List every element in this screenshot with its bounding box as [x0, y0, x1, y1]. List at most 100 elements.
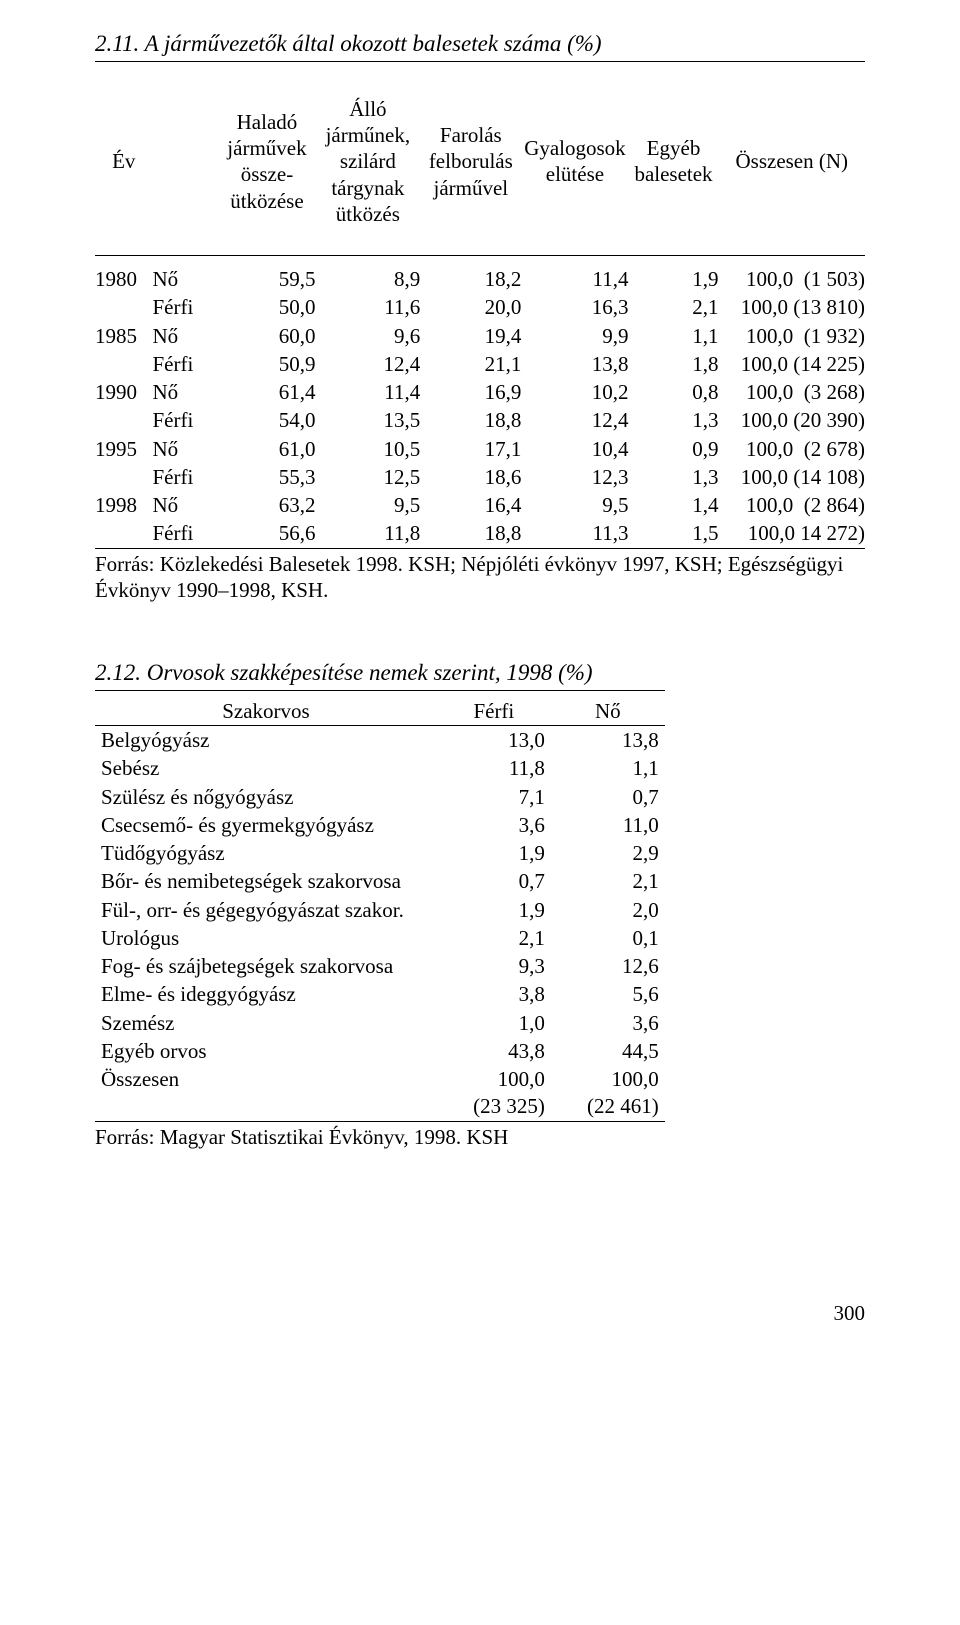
- cell: 1,3: [628, 406, 718, 434]
- cell: 18,6: [420, 463, 521, 491]
- cell: 9,9: [521, 322, 628, 350]
- cell: 1995: [95, 435, 152, 463]
- cell: 1985: [95, 322, 152, 350]
- cell: 100,0 14 272): [719, 519, 865, 548]
- cell: Férfi: [152, 293, 218, 321]
- t1-h-c4: Gyalogosok elütése: [521, 68, 628, 256]
- t1-h-year: Év: [95, 68, 152, 256]
- cell: 44,5: [551, 1037, 665, 1065]
- cell: 2,9: [551, 839, 665, 867]
- cell: [95, 519, 152, 548]
- cell: 11,4: [316, 378, 421, 406]
- cell: 11,8: [316, 519, 421, 548]
- cell: 100,0: [551, 1065, 665, 1093]
- cell: 1,9: [628, 256, 718, 294]
- cell: 1,4: [628, 491, 718, 519]
- cell: 1998: [95, 491, 152, 519]
- cell: 5,6: [551, 980, 665, 1008]
- cell: Nő: [152, 322, 218, 350]
- cell: 1,5: [628, 519, 718, 548]
- table2: Szakorvos Férfi Nő Belgyógyász13,013,8Se…: [95, 697, 665, 1122]
- cell: [95, 406, 152, 434]
- cell: 1,9: [437, 839, 551, 867]
- table-row: 1980Nő59,58,918,211,41,9100,0 (1 503): [95, 256, 865, 294]
- cell: 3,6: [437, 811, 551, 839]
- table-row: 1998Nő63,29,516,49,51,4100,0 (2 864): [95, 491, 865, 519]
- cell: Nő: [152, 491, 218, 519]
- t2-h-c0: Szakorvos: [95, 697, 437, 726]
- cell: 1,8: [628, 350, 718, 378]
- cell: Urológus: [95, 924, 437, 952]
- table-row: Férfi56,611,818,811,31,5100,0 14 272): [95, 519, 865, 548]
- cell: 59,5: [218, 256, 315, 294]
- cell: 13,8: [521, 350, 628, 378]
- cell: 12,4: [316, 350, 421, 378]
- cell: (23 325): [437, 1093, 551, 1121]
- t1-h-c2: Álló járműnek, szilárd tárgynak ütközés: [316, 68, 421, 256]
- table-row: Szülész és nőgyógyász7,10,7: [95, 783, 665, 811]
- cell: Nő: [152, 378, 218, 406]
- cell: 16,4: [420, 491, 521, 519]
- cell: 0,9: [628, 435, 718, 463]
- cell: [95, 293, 152, 321]
- cell: Bőr- és nemibetegségek szakorvosa: [95, 867, 437, 895]
- cell: 13,8: [551, 726, 665, 755]
- cell: 55,3: [218, 463, 315, 491]
- t2-h-c2: Nő: [551, 697, 665, 726]
- cell: 1990: [95, 378, 152, 406]
- cell: 1,1: [551, 754, 665, 782]
- cell: 12,5: [316, 463, 421, 491]
- cell: 18,2: [420, 256, 521, 294]
- cell: 17,1: [420, 435, 521, 463]
- t1-h-c5: Egyéb balesetek: [628, 68, 718, 256]
- cell: 1,0: [437, 1009, 551, 1037]
- cell: Egyéb orvos: [95, 1037, 437, 1065]
- cell: 11,4: [521, 256, 628, 294]
- table-row: Összesen100,0100,0: [95, 1065, 665, 1093]
- cell: Fül-, orr- és gégegyógyászat szakor.: [95, 896, 437, 924]
- cell: 10,2: [521, 378, 628, 406]
- t1-h-c1: Haladó járművek össze-ütközése: [218, 68, 315, 256]
- cell: 50,9: [218, 350, 315, 378]
- cell: 60,0: [218, 322, 315, 350]
- cell: 13,0: [437, 726, 551, 755]
- cell: Férfi: [152, 463, 218, 491]
- cell: 3,6: [551, 1009, 665, 1037]
- cell: 10,4: [521, 435, 628, 463]
- cell: Tüdőgyógyász: [95, 839, 437, 867]
- table-row: Belgyógyász13,013,8: [95, 726, 665, 755]
- table-row: Férfi55,312,518,612,31,3100,0 (14 108): [95, 463, 865, 491]
- cell: 13,5: [316, 406, 421, 434]
- table-row: Férfi50,912,421,113,81,8100,0 (14 225): [95, 350, 865, 378]
- cell: 0,8: [628, 378, 718, 406]
- cell: 100,0 (20 390): [719, 406, 865, 434]
- cell: 21,1: [420, 350, 521, 378]
- cell: Szemész: [95, 1009, 437, 1037]
- table-row: Sebész11,81,1: [95, 754, 665, 782]
- t2-h-c1: Férfi: [437, 697, 551, 726]
- cell: 100,0 (14 108): [719, 463, 865, 491]
- cell: Szülész és nőgyógyász: [95, 783, 437, 811]
- table-row: Fog- és szájbetegségek szakorvosa9,312,6: [95, 952, 665, 980]
- cell: 100,0 (3 268): [719, 378, 865, 406]
- table-row: Szemész1,03,6: [95, 1009, 665, 1037]
- cell: [95, 1093, 437, 1121]
- cell: 100,0 (1 503): [719, 256, 865, 294]
- cell: 61,0: [218, 435, 315, 463]
- table-row: Bőr- és nemibetegségek szakorvosa0,72,1: [95, 867, 665, 895]
- cell: 12,3: [521, 463, 628, 491]
- cell: 19,4: [420, 322, 521, 350]
- table-row: Elme- és ideggyógyász3,85,6: [95, 980, 665, 1008]
- cell: 54,0: [218, 406, 315, 434]
- cell: [95, 463, 152, 491]
- cell: 12,6: [551, 952, 665, 980]
- cell: 1,9: [437, 896, 551, 924]
- cell: 43,8: [437, 1037, 551, 1065]
- table1-source: Forrás: Közlekedési Balesetek 1998. KSH;…: [95, 551, 865, 604]
- cell: 11,6: [316, 293, 421, 321]
- cell: 56,6: [218, 519, 315, 548]
- cell: 61,4: [218, 378, 315, 406]
- cell: Csecsemő- és gyermekgyógyász: [95, 811, 437, 839]
- cell: 7,1: [437, 783, 551, 811]
- cell: 9,3: [437, 952, 551, 980]
